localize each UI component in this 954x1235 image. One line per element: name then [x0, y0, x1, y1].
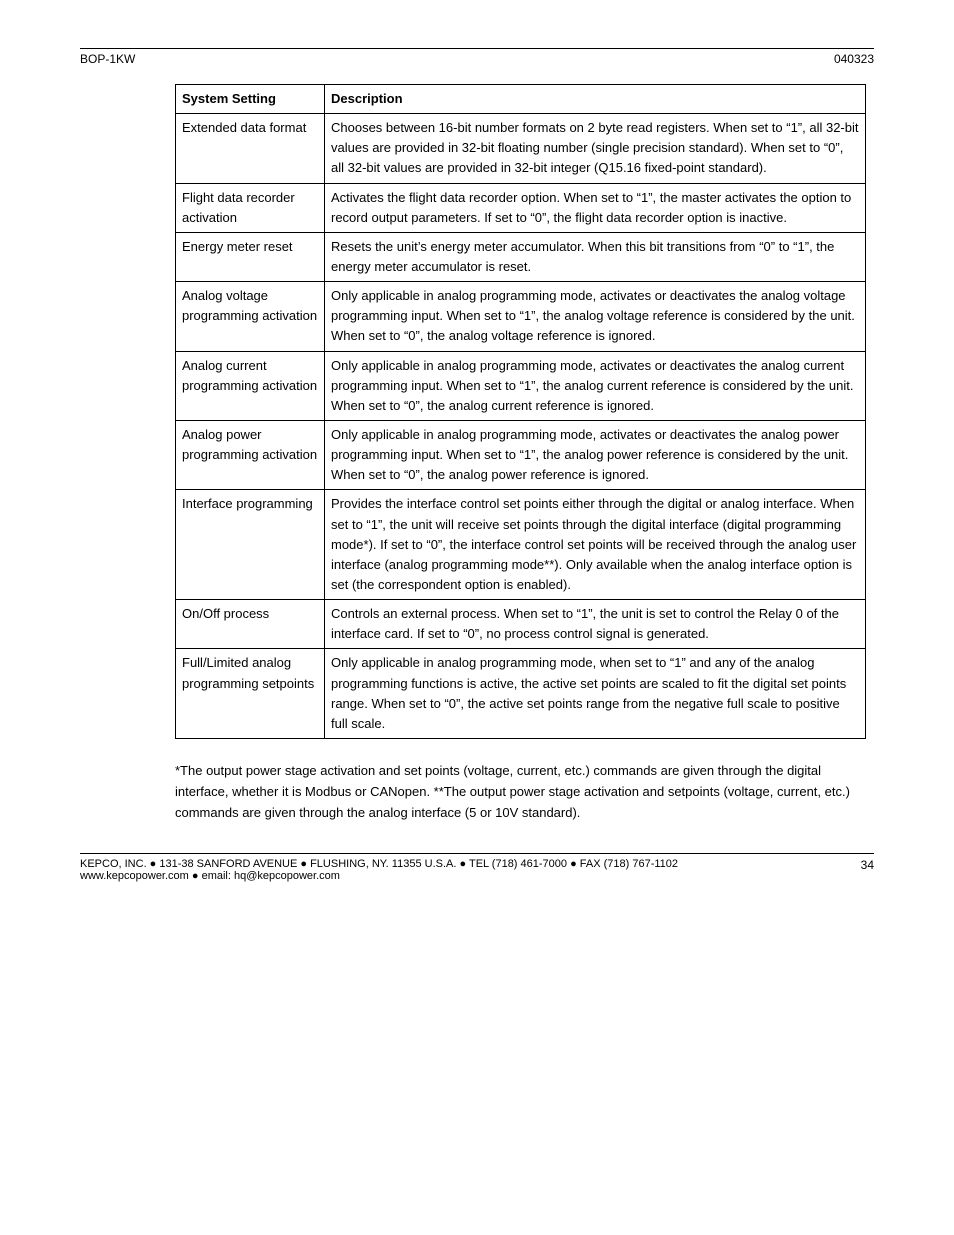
header-right: 040323: [834, 52, 874, 66]
desc-cell: Resets the unit’s energy meter accumulat…: [325, 232, 866, 281]
table-row: Full/Limited analog programming setpoint…: [176, 649, 866, 739]
footer-line2: www.kepcopower.com ● email: hq@kepcopowe…: [80, 870, 678, 882]
param-cell: Extended data format: [176, 114, 325, 183]
footer-line1: KEPCO, INC. ● 131-38 SANFORD AVENUE ● FL…: [80, 858, 678, 870]
table-row: Interface programmingProvides the interf…: [176, 490, 866, 600]
col-head-desc: Description: [325, 85, 866, 114]
table-row: Flight data recorder activationActivates…: [176, 183, 866, 232]
param-cell: Analog power programming activation: [176, 420, 325, 489]
param-cell: Interface programming: [176, 490, 325, 600]
desc-cell: Only applicable in analog programming mo…: [325, 649, 866, 739]
param-cell: Energy meter reset: [176, 232, 325, 281]
param-cell: Analog voltage programming activation: [176, 282, 325, 351]
desc-cell: Only applicable in analog programming mo…: [325, 282, 866, 351]
table-header-row: System Setting Description: [176, 85, 866, 114]
table-row: Energy meter resetResets the unit’s ener…: [176, 232, 866, 281]
param-cell: Flight data recorder activation: [176, 183, 325, 232]
col-head-param: System Setting: [176, 85, 325, 114]
param-cell: Full/Limited analog programming setpoint…: [176, 649, 325, 739]
footer: KEPCO, INC. ● 131-38 SANFORD AVENUE ● FL…: [80, 853, 874, 882]
header-left: BOP-1KW: [80, 52, 135, 66]
param-cell: On/Off process: [176, 600, 325, 649]
settings-table: System Setting Description Extended data…: [175, 84, 866, 739]
desc-cell: Only applicable in analog programming mo…: [325, 420, 866, 489]
desc-cell: Activates the flight data recorder optio…: [325, 183, 866, 232]
param-cell: Analog current programming activation: [176, 351, 325, 420]
header-bar: BOP-1KW 040323: [80, 48, 874, 72]
table-row: On/Off processControls an external proce…: [176, 600, 866, 649]
footer-page: 34: [861, 858, 874, 882]
desc-cell: Provides the interface control set point…: [325, 490, 866, 600]
table-row: Extended data formatChooses between 16-b…: [176, 114, 866, 183]
desc-cell: Only applicable in analog programming mo…: [325, 351, 866, 420]
table-row: Analog current programming activationOnl…: [176, 351, 866, 420]
table-row: Analog voltage programming activationOnl…: [176, 282, 866, 351]
table-row: Analog power programming activationOnly …: [176, 420, 866, 489]
desc-cell: Controls an external process. When set t…: [325, 600, 866, 649]
desc-cell: Chooses between 16-bit number formats on…: [325, 114, 866, 183]
footnote: *The output power stage activation and s…: [175, 761, 874, 823]
